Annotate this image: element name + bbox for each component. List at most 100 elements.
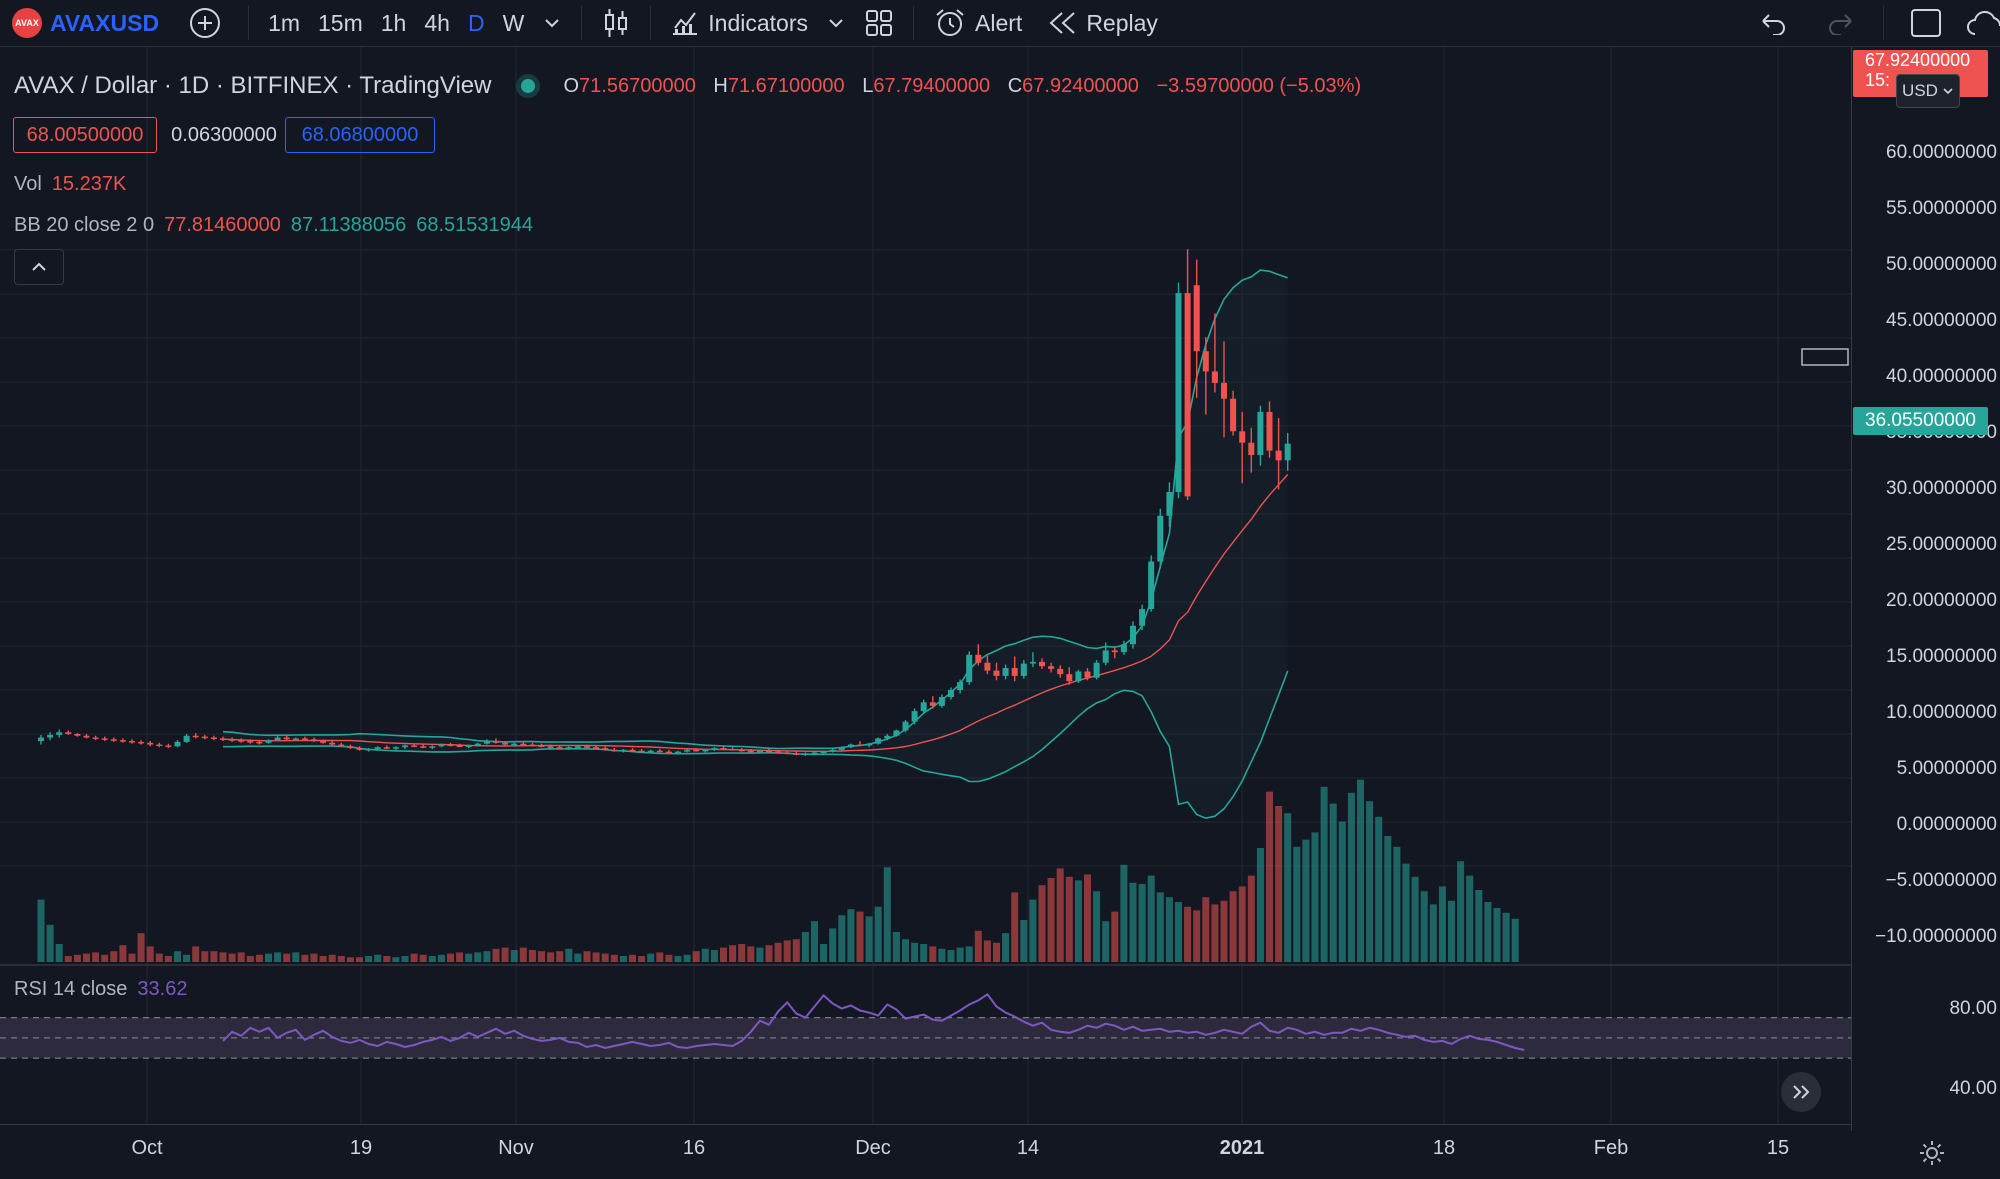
- rsi-legend[interactable]: RSI 14 close 33.62: [14, 978, 187, 1001]
- undo-button[interactable]: [1741, 0, 1807, 46]
- volume-bar: [83, 953, 90, 962]
- volume-bar: [1502, 912, 1510, 962]
- chart-type-button[interactable]: [592, 0, 640, 46]
- candle-body: [229, 739, 236, 741]
- price-tick-label: 30.00000000: [1886, 478, 1997, 499]
- time-axis[interactable]: Oct 19 Nov 16 Dec 14 2021 18 Feb 15: [0, 1124, 1851, 1179]
- layout-grid-button[interactable]: [855, 0, 903, 46]
- candle-body: [866, 743, 873, 746]
- candle-body: [729, 748, 736, 751]
- candle-body: [392, 747, 399, 749]
- series-title[interactable]: AVAX / Dollar · 1D · BITFINEX · TradingV…: [14, 72, 492, 99]
- double-chevron-right-icon: [1793, 1085, 1810, 1099]
- bb-label: BB 20 close 2 0: [14, 214, 155, 236]
- volume-bar: [1275, 806, 1283, 962]
- currency-label: USD: [1902, 81, 1938, 100]
- candle-body: [1130, 625, 1136, 645]
- chart-settings-button[interactable]: [1910, 1131, 1954, 1175]
- volume-bar: [328, 954, 336, 962]
- interval-15m[interactable]: 15m: [318, 9, 363, 36]
- market-status-dot[interactable]: [521, 79, 536, 93]
- candle-body: [593, 747, 600, 749]
- interval-d[interactable]: D: [467, 9, 485, 36]
- redo-button[interactable]: [1807, 0, 1873, 46]
- currency-select[interactable]: USD: [1896, 74, 1960, 108]
- high-label: H: [713, 74, 728, 97]
- cloud-save-button[interactable]: [1958, 0, 2000, 46]
- volume-bar: [783, 940, 791, 962]
- pane-divider[interactable]: [0, 964, 1851, 966]
- volume-bar: [465, 953, 473, 962]
- candle-body: [65, 732, 72, 734]
- candle-body: [984, 662, 991, 671]
- low-label: L: [862, 74, 874, 97]
- volume-bar: [574, 953, 582, 962]
- time-tick-label: 14: [1016, 1137, 1040, 1159]
- volume-bar: [638, 956, 646, 962]
- price-axis[interactable]: 60.00000000 55.00000000 50.00000000 45.0…: [1851, 47, 2000, 1131]
- selection-box[interactable]: [1801, 348, 1849, 366]
- candle-body: [283, 737, 290, 740]
- volume-bar: [1011, 892, 1019, 962]
- chevron-up-icon: [32, 262, 46, 271]
- volume-bar: [1002, 933, 1010, 962]
- volume-legend[interactable]: Vol 15.237K: [14, 173, 126, 196]
- buy-price-button[interactable]: 68.06800000: [285, 117, 435, 153]
- candle-body: [83, 735, 90, 738]
- time-tick-label: 19: [349, 1137, 373, 1159]
- alert-button[interactable]: Alert: [924, 0, 1031, 46]
- interval-dropdown-button[interactable]: [533, 0, 571, 46]
- volume-bar: [556, 951, 564, 962]
- interval-1m[interactable]: 1m: [268, 9, 301, 36]
- candle-body: [611, 749, 618, 752]
- chart-grid: [0, 47, 1851, 1124]
- bollinger-bands: [222, 269, 1289, 820]
- volume-bar: [146, 946, 154, 962]
- candle-body: [1202, 351, 1209, 372]
- volume-bar: [492, 948, 500, 962]
- low-value: 67.79400000: [873, 74, 991, 97]
- collapse-legend-button[interactable]: [14, 249, 64, 285]
- interval-w[interactable]: W: [502, 9, 525, 36]
- volume-bar: [1357, 779, 1364, 962]
- candle-body: [993, 670, 1000, 676]
- bb-legend[interactable]: BB 20 close 2 0 77.81460000 87.11388056 68.…: [14, 214, 533, 237]
- volume-bar: [601, 953, 609, 962]
- volume-bar: [1484, 902, 1492, 962]
- candle-body: [929, 702, 936, 706]
- indicators-dropdown-button[interactable]: [817, 0, 855, 46]
- price-chart-canvas[interactable]: [0, 47, 1851, 1124]
- candle-body: [338, 744, 345, 747]
- candle-body: [493, 741, 499, 743]
- candle-body: [756, 750, 763, 753]
- time-tick-label: Feb: [1593, 1137, 1629, 1159]
- interval-4h[interactable]: 4h: [424, 9, 450, 36]
- current-price-tag: 36.05500000: [1853, 407, 1988, 435]
- compare-symbol-button[interactable]: [168, 0, 238, 46]
- volume-bar: [619, 956, 627, 962]
- candle-body: [1039, 661, 1045, 667]
- candle-body: [447, 744, 454, 747]
- volume-bar: [1302, 839, 1310, 962]
- candle-body: [629, 749, 636, 752]
- indicators-button[interactable]: Indicators: [661, 0, 817, 46]
- replay-button[interactable]: Replay: [1039, 0, 1167, 46]
- symbol-search-button[interactable]: AVAXUSD: [50, 9, 160, 36]
- time-tick-label: Dec: [855, 1137, 891, 1159]
- sell-price-button[interactable]: 68.00500000: [13, 117, 157, 153]
- candle-body: [920, 702, 927, 712]
- fullscreen-button[interactable]: [1894, 0, 1958, 46]
- volume-bar: [1147, 875, 1155, 962]
- interval-1h[interactable]: 1h: [380, 9, 407, 36]
- time-tick-label: 18: [1432, 1137, 1456, 1159]
- candle-body: [1029, 661, 1036, 664]
- candle-body: [474, 743, 481, 746]
- candle-body: [529, 744, 536, 747]
- volume-bar: [865, 916, 873, 962]
- alarm-clock-icon: [936, 9, 964, 36]
- volume-bar: [993, 942, 1000, 962]
- volume-bar: [174, 951, 181, 962]
- scroll-to-realtime-button[interactable]: [1781, 1072, 1821, 1112]
- volume-bar: [1466, 875, 1474, 962]
- volume-bar: [1320, 786, 1328, 962]
